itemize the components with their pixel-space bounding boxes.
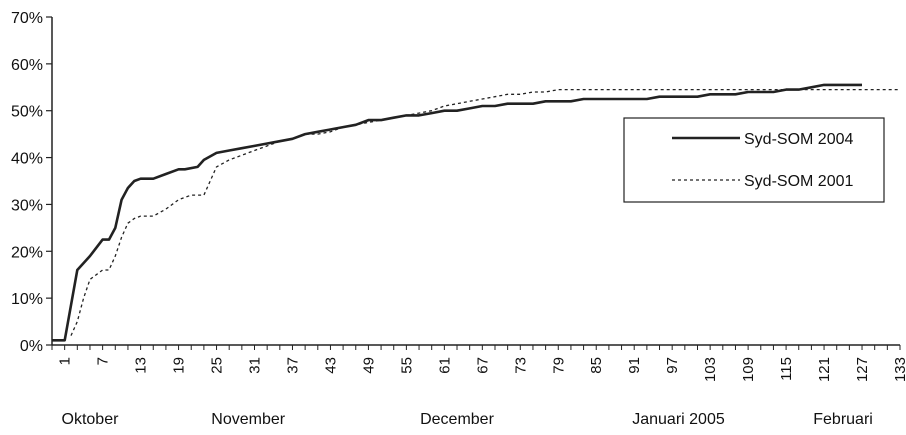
month-labels: Oktober November December Januari 2005 Febru… (62, 411, 873, 428)
x-tick-label: 85 (588, 357, 605, 374)
x-tick-label: 115 (778, 357, 795, 381)
y-tick-label: 10% (11, 291, 43, 308)
y-tick-label: 30% (11, 197, 43, 214)
y-tick-label: 60% (11, 57, 43, 74)
month-label: November (211, 411, 285, 428)
x-tick-label: 103 (702, 357, 719, 382)
x-tick-label: 79 (550, 357, 567, 374)
y-tick-label: 0% (20, 338, 43, 355)
legend-box (623, 117, 885, 203)
x-tick-label: 67 (474, 357, 491, 374)
x-tick-label: 121 (816, 357, 833, 382)
x-tick-label: 31 (247, 357, 264, 374)
legend: Syd-SOM 2004 Syd-SOM 2001 (623, 117, 885, 203)
month-label: Februari (813, 411, 873, 428)
series-line-syd-som-2004 (52, 83, 862, 342)
x-axis-ticks: 1 7 13 19 25 31 37 43 49 55 61 67 73 79 85 91 97 103 109 11… (51, 345, 906, 382)
x-tick-label: 109 (740, 357, 757, 382)
month-label: Januari 2005 (632, 411, 725, 428)
x-tick-label: 7 (95, 357, 112, 365)
x-tick-label: 19 (171, 357, 188, 374)
month-label: December (420, 411, 494, 428)
y-tick-label: 20% (11, 244, 43, 261)
x-tick-label: 25 (209, 357, 226, 374)
x-tick-label: 37 (284, 357, 301, 374)
legend-label: Syd-SOM 2004 (744, 131, 853, 148)
y-tick-label: 70% (11, 10, 43, 27)
x-tick-label: 127 (854, 357, 871, 382)
x-tick-label: 91 (626, 357, 643, 374)
y-axis-ticks: 0% 10% 20% 30% 40% 50% 60% 70% (11, 10, 52, 355)
x-tick-label: 97 (664, 357, 681, 374)
x-tick-label: 61 (436, 357, 453, 374)
series-lines (52, 83, 900, 342)
x-tick-label: 1 (57, 357, 74, 365)
legend-label: Syd-SOM 2001 (744, 173, 853, 190)
x-tick-label: 49 (360, 357, 377, 374)
x-tick-label: 73 (512, 357, 529, 374)
series-line-syd-som-2001 (70, 88, 900, 336)
axes (51, 17, 900, 346)
month-label: Oktober (62, 411, 120, 428)
y-tick-label: 50% (11, 104, 43, 121)
x-tick-label: 55 (398, 357, 415, 374)
x-tick-label: 43 (322, 357, 339, 374)
x-tick-label: 133 (892, 357, 906, 382)
y-tick-label: 40% (11, 151, 43, 168)
x-tick-label: 13 (133, 357, 150, 374)
